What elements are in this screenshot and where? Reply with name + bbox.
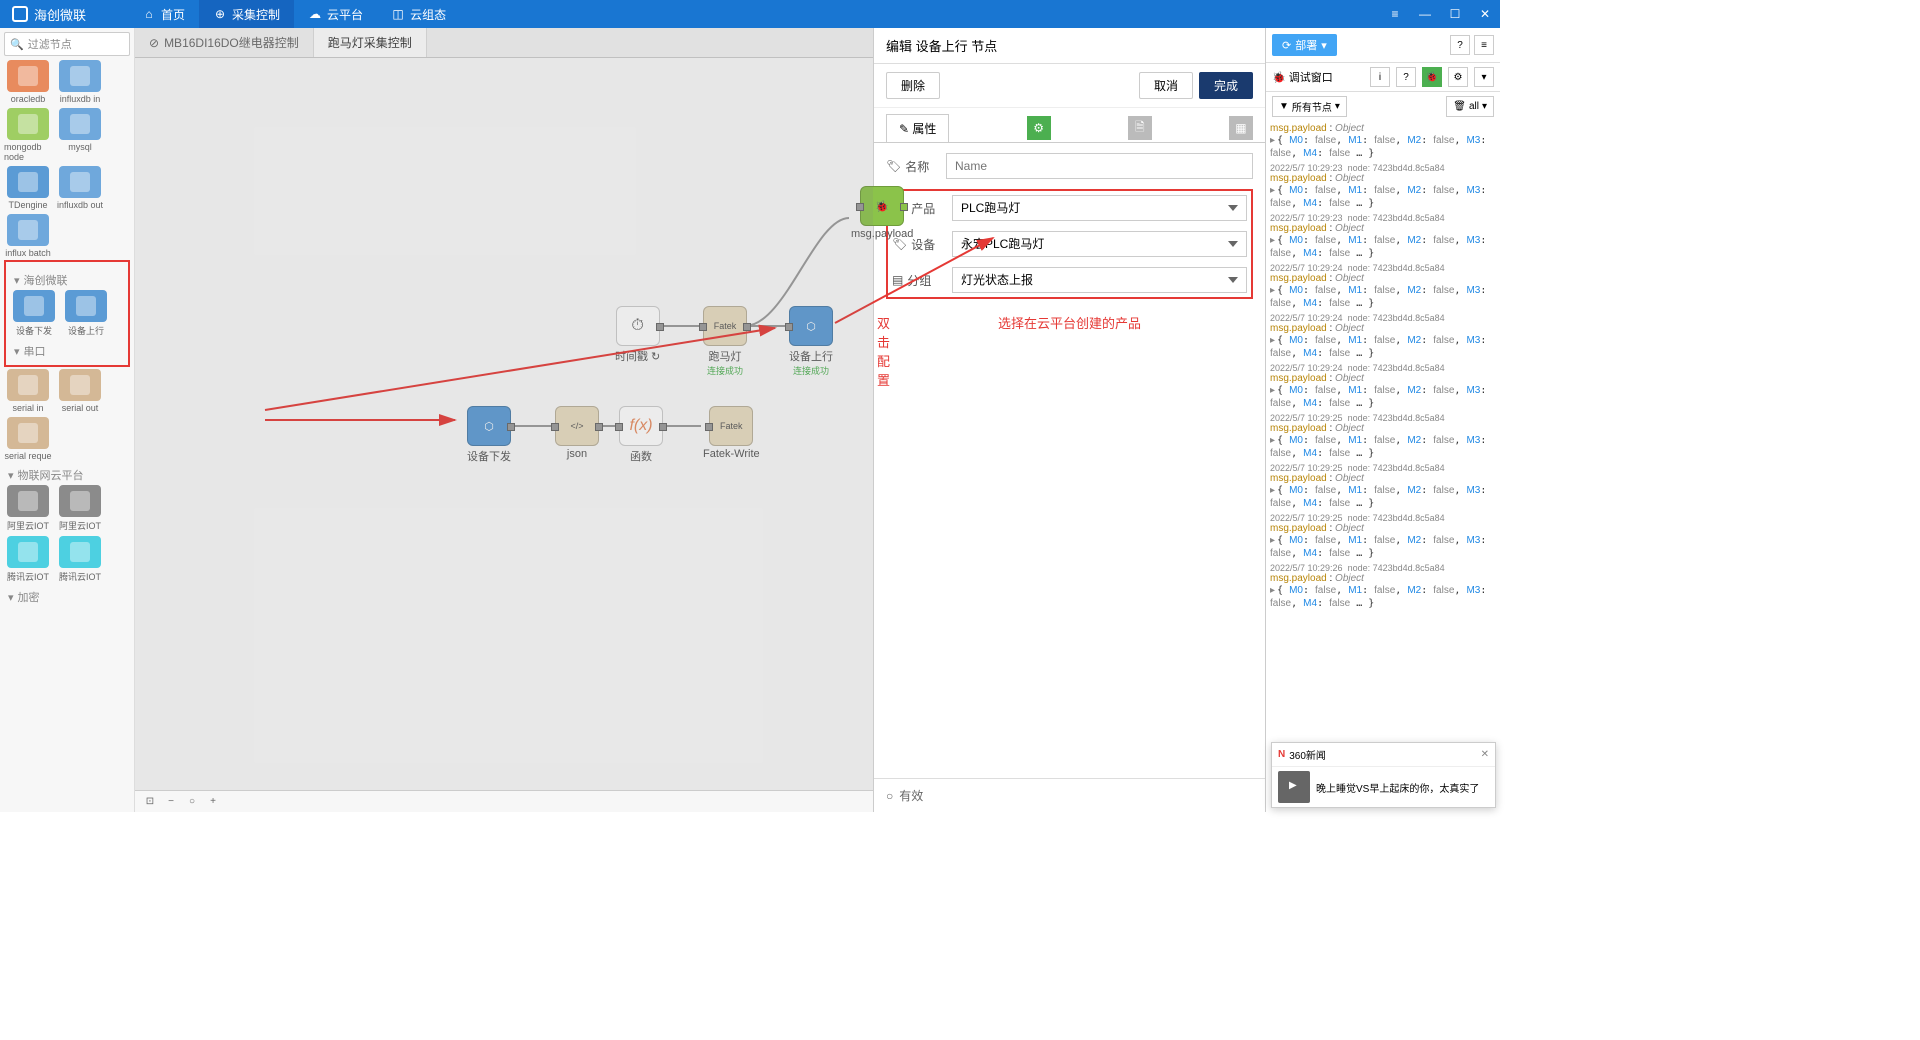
nav-cloud[interactable]: ☁云平台 [294,0,377,28]
node-device-down[interactable]: ⬡设备下发 [467,406,511,464]
palette-category[interactable]: ▾海创微联 [10,266,124,290]
filter-all[interactable]: 🗑 all ▾ [1446,96,1494,117]
app-name: 海创微联 [34,5,86,24]
group-label: ▤ 分组 [892,272,942,289]
titlebar: 海创微联 ⌂首页 ⊕采集控制 ☁云平台 ◫云组态 ≡ — ☐ ✕ [0,0,1500,28]
node-json[interactable]: </>json [555,406,599,460]
help-tab-icon[interactable]: ? [1396,67,1416,87]
deploy-button[interactable]: ⟳ 部署 ▾ [1272,34,1337,56]
home-icon: ⌂ [142,7,156,21]
zoom-in-icon[interactable]: + [204,794,222,810]
node-fatek-write[interactable]: FatekFatek-Write [703,406,760,460]
node-debug[interactable]: 🐞msg.payload [851,186,913,240]
palette-node[interactable]: influx batch [4,214,52,258]
delete-button[interactable]: 删除 [886,72,940,99]
nav-tabs: ⌂首页 ⊕采集控制 ☁云平台 ◫云组态 [128,0,460,28]
device-select[interactable]: 永宏PLC跑马灯 [952,231,1247,257]
news-logo-icon: N [1278,749,1285,760]
flow-canvas-area: ⊘MB16DI16DO继电器控制 跑马灯采集控制 ⏱时间戳 ↻ Fatek跑马灯… [135,28,873,812]
search-icon: 🔍 [10,38,24,51]
palette-node[interactable]: mongodb node [4,108,52,162]
name-input[interactable] [946,153,1253,179]
palette-node-device-down[interactable]: 设备下发 [10,290,58,337]
maximize-button[interactable]: ☐ [1440,0,1470,28]
node-palette: 🔍 过滤节点 oracledb influxdb in mongodb node… [0,28,135,812]
palette-node[interactable]: TDengine [4,166,52,210]
cancel-button[interactable]: 取消 [1139,72,1193,99]
palette-node[interactable]: mysql [56,108,104,162]
palette-node[interactable]: 腾讯云IOT [56,536,104,583]
palette-category[interactable]: ▾加密 [4,583,130,607]
news-text[interactable]: 晚上睡觉VS早上起床的你，太真实了 [1316,780,1479,795]
done-button[interactable]: 完成 [1199,72,1253,99]
close-button[interactable]: ✕ [1470,0,1500,28]
tab-properties[interactable]: ✎ 属性 [886,114,949,142]
palette-category[interactable]: ▾串口 [10,337,124,361]
palette-node[interactable]: serial reque [4,417,52,461]
debug-tab-icon[interactable]: 🐞 [1422,67,1442,87]
debug-panel: ⟳ 部署 ▾ ? ≡ 🐞 调试窗口 i ? 🐞 ⚙ ▾ ▼ 所有节点 ▾ 🗑 a… [1265,28,1500,812]
tab-env-icon[interactable]: ⚙ [1027,116,1051,140]
popup-close-icon[interactable]: ✕ [1481,749,1489,760]
tab-doc-icon[interactable]: 🗎 [1128,116,1152,140]
edit-panel: 编辑 设备上行 节点 删除 取消 完成 ✎ 属性 ⚙ 🗎 ▦ 🏷 名称 🏷 产品… [873,28,1265,812]
nav-collect[interactable]: ⊕采集控制 [199,0,294,28]
nav-home[interactable]: ⌂首页 [128,0,199,28]
node-device-up[interactable]: ⬡设备上行连接成功 [789,306,833,377]
group-select[interactable]: 灯光状态上报 [952,267,1247,293]
palette-node-device-up[interactable]: 设备上行 [62,290,110,337]
flow-canvas[interactable]: ⏱时间戳 ↻ Fatek跑马灯连接成功 ⬡设备上行连接成功 🐞msg.paylo… [135,58,873,812]
canvas-tabs: ⊘MB16DI16DO继电器控制 跑马灯采集控制 [135,28,873,58]
zoom-reset-icon[interactable]: ○ [183,794,201,810]
node-function[interactable]: f(x)函数 [619,406,663,464]
scada-icon: ◫ [391,7,405,21]
menu-button[interactable]: ≡ [1380,0,1410,28]
node-timestamp[interactable]: ⏱时间戳 ↻ [615,306,660,364]
edit-panel-footer: ○ 有效 [874,778,1265,812]
canvas-tab-active[interactable]: 跑马灯采集控制 [314,28,427,57]
info-tab-icon[interactable]: i [1370,67,1390,87]
edit-panel-title: 编辑 设备上行 节点 [874,28,1265,64]
product-select[interactable]: PLC跑马灯 [952,195,1247,221]
help-button[interactable]: ? [1450,35,1470,55]
palette-node[interactable]: 腾讯云IOT [4,536,52,583]
palette-search[interactable]: 🔍 过滤节点 [4,32,130,56]
palette-node[interactable]: 阿里云IOT [56,485,104,532]
app-logo: 海创微联 [0,5,98,24]
palette-node[interactable]: 阿里云IOT [4,485,52,532]
news-popup: N 360新闻 ✕ 晚上睡觉VS早上起床的你，太真实了 [1271,742,1496,808]
debug-tab[interactable]: 🐞 调试窗口 [1272,69,1333,85]
canvas-tab[interactable]: ⊘MB16DI16DO继电器控制 [135,28,314,57]
minimize-button[interactable]: — [1410,0,1440,28]
palette-node[interactable]: influxdb in [56,60,104,104]
cloud-icon: ☁ [308,7,322,21]
palette-node[interactable]: serial in [4,369,52,413]
palette-node[interactable]: oracledb [4,60,52,104]
palette-node[interactable]: serial out [56,369,104,413]
dropdown-icon[interactable]: ▾ [1474,67,1494,87]
nav-scada[interactable]: ◫云组态 [377,0,460,28]
config-tab-icon[interactable]: ⚙ [1448,67,1468,87]
collect-icon: ⊕ [213,7,227,21]
annotation-select-product: 选择在云平台创建的产品 [886,313,1253,332]
filter-nodes[interactable]: ▼ 所有节点 ▾ [1272,96,1347,117]
debug-log[interactable]: msg.payload : Object▸{ M0: false, M1: fa… [1266,121,1500,812]
node-paomadeng[interactable]: Fatek跑马灯连接成功 [703,306,747,377]
zoom-fit-icon[interactable]: ⊡ [141,794,159,810]
news-thumbnail[interactable] [1278,771,1310,803]
palette-highlight-box: ▾海创微联 设备下发 设备上行 ▾串口 [4,260,130,367]
name-label: 🏷 名称 [886,158,936,175]
canvas-footer: ⊡ − ○ + [135,790,873,812]
palette-node[interactable]: influxdb out [56,166,104,210]
menu-button[interactable]: ≡ [1474,35,1494,55]
news-source: 360新闻 [1289,747,1326,762]
window-controls: ≡ — ☐ ✕ [1380,0,1500,28]
tab-appearance-icon[interactable]: ▦ [1229,116,1253,140]
zoom-out-icon[interactable]: − [162,794,180,810]
form-highlight-box: 🏷 产品 PLC跑马灯 🏷 设备 永宏PLC跑马灯 ▤ 分组 灯光状态上报 [886,189,1253,299]
logo-icon [12,6,28,22]
palette-category[interactable]: ▾物联网云平台 [4,461,130,485]
